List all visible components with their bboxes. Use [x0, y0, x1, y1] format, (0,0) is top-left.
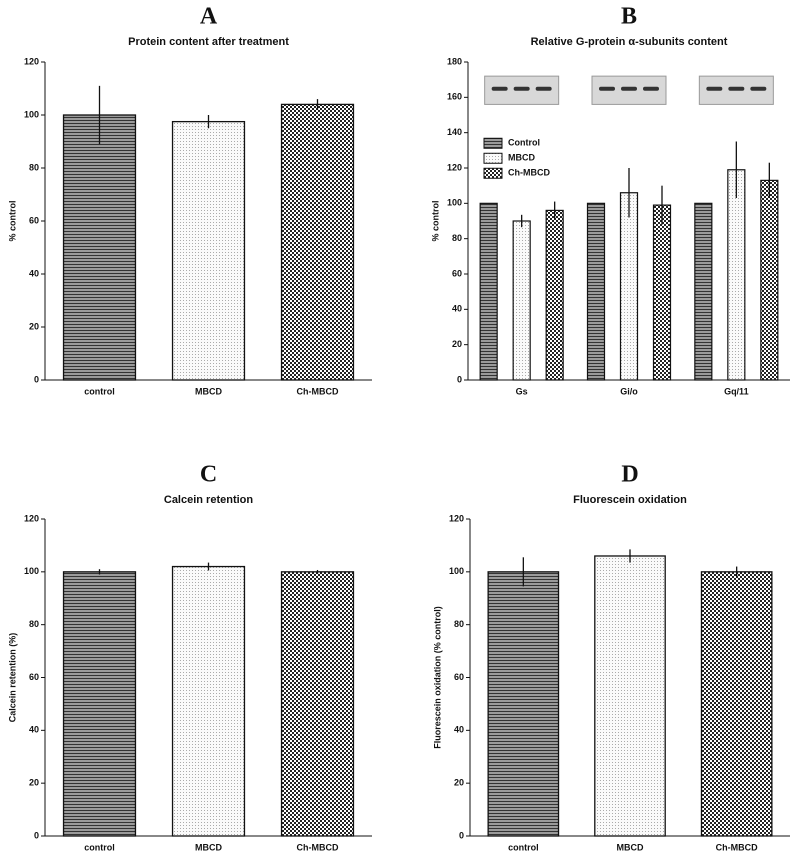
- blot-band: [491, 86, 508, 91]
- blot-band: [513, 86, 530, 91]
- y-tick-label: 40: [454, 725, 464, 735]
- y-tick-label: 40: [29, 725, 39, 735]
- blot-band: [706, 86, 723, 91]
- x-tick-label: Ch-MBCD: [297, 386, 339, 396]
- bar: [280, 103, 355, 381]
- bar: [62, 571, 137, 837]
- bar: [652, 204, 672, 381]
- y-tick-label: 20: [454, 778, 464, 788]
- y-tick-label: 180: [447, 56, 462, 66]
- blot-band: [643, 86, 659, 91]
- y-tick-label: 80: [454, 619, 464, 629]
- y-tick-label: 40: [452, 304, 462, 314]
- y-tick-label: 100: [24, 109, 39, 119]
- blot-band: [621, 86, 637, 91]
- y-axis-label: % control: [430, 200, 440, 241]
- bar: [727, 169, 746, 381]
- chart-title: Relative G-protein α-subunits content: [531, 36, 728, 48]
- y-tick-label: 140: [447, 127, 462, 137]
- legend-swatch: [483, 137, 503, 149]
- blot-band: [535, 86, 552, 91]
- y-tick-label: 60: [29, 215, 39, 225]
- y-axis-label: Fluorescein oxidation (% control): [432, 606, 442, 749]
- y-tick-label: 120: [24, 513, 39, 523]
- y-tick-label: 0: [459, 830, 464, 840]
- y-tick-label: 0: [457, 374, 462, 384]
- y-tick-label: 20: [29, 321, 39, 331]
- y-tick-label: 160: [447, 92, 462, 102]
- x-tick-label: MBCD: [617, 842, 644, 852]
- panel-letter: B: [621, 4, 637, 30]
- panel-letter: C: [200, 462, 217, 488]
- x-tick-label: Ch-MBCD: [297, 842, 339, 852]
- bar: [619, 192, 639, 381]
- x-tick-label: Ch-MBCD: [716, 842, 758, 852]
- x-tick-label: Gi/o: [620, 386, 638, 396]
- chart-title: Calcein retention: [164, 494, 254, 506]
- bar: [479, 202, 498, 381]
- x-tick-label: control: [508, 842, 539, 852]
- legend-label: Control: [508, 138, 540, 148]
- x-tick-label: control: [84, 386, 115, 396]
- bar: [487, 571, 560, 837]
- legend-label: Ch-MBCD: [508, 168, 550, 178]
- bar: [545, 209, 564, 381]
- chart-title: Fluorescein oxidation: [573, 494, 687, 506]
- x-tick-label: Gs: [516, 386, 528, 396]
- y-tick-label: 40: [29, 268, 39, 278]
- bar: [62, 114, 137, 381]
- bar: [694, 202, 713, 381]
- y-tick-label: 20: [29, 778, 39, 788]
- y-tick-label: 100: [447, 198, 462, 208]
- blot-band: [599, 86, 615, 91]
- bar: [700, 571, 773, 837]
- legend-swatch: [483, 167, 503, 179]
- bar: [171, 120, 246, 381]
- bar: [760, 179, 779, 381]
- y-tick-label: 60: [29, 672, 39, 682]
- y-tick-label: 120: [449, 513, 464, 523]
- y-tick-label: 20: [452, 339, 462, 349]
- y-tick-label: 80: [29, 619, 39, 629]
- y-tick-label: 120: [447, 162, 462, 172]
- panel-letter: D: [621, 462, 638, 488]
- y-tick-label: 120: [24, 56, 39, 66]
- y-tick-label: 0: [34, 830, 39, 840]
- y-tick-label: 60: [452, 268, 462, 278]
- bar: [171, 565, 246, 837]
- legend-swatch: [483, 152, 503, 164]
- y-tick-label: 0: [34, 374, 39, 384]
- bar: [594, 555, 666, 837]
- y-axis-label: % control: [7, 200, 17, 241]
- x-tick-label: control: [84, 842, 115, 852]
- blot-band: [728, 86, 745, 91]
- blot-band: [750, 86, 767, 91]
- y-tick-label: 100: [449, 566, 464, 576]
- x-tick-label: MBCD: [195, 842, 222, 852]
- bar: [586, 202, 606, 381]
- y-tick-label: 60: [454, 672, 464, 682]
- bar: [280, 571, 355, 837]
- x-tick-label: Gq/11: [724, 386, 749, 396]
- legend-label: MBCD: [508, 153, 535, 163]
- x-tick-label: MBCD: [195, 386, 222, 396]
- chart-title: Protein content after treatment: [128, 36, 289, 48]
- bar: [512, 220, 531, 381]
- y-tick-label: 80: [452, 233, 462, 243]
- panel-letter: A: [200, 4, 218, 30]
- y-axis-label: Calcein retention (%): [7, 633, 17, 723]
- y-tick-label: 100: [24, 566, 39, 576]
- y-tick-label: 80: [29, 162, 39, 172]
